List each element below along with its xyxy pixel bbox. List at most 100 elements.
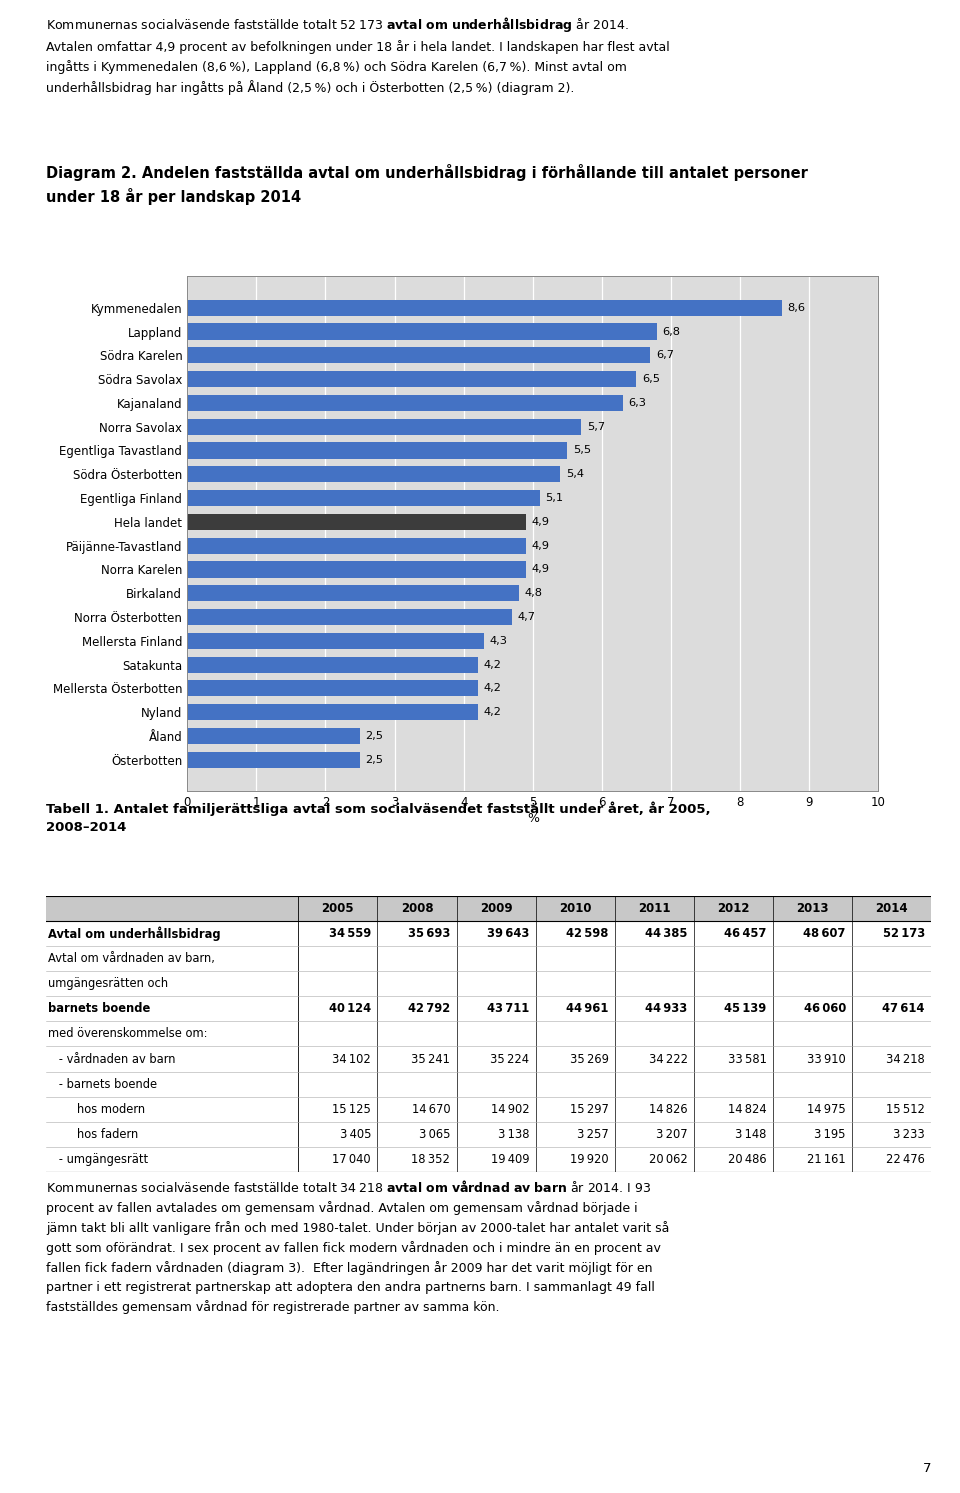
Text: 44 961: 44 961 bbox=[566, 1002, 609, 1015]
Text: - barnets boende: - barnets boende bbox=[48, 1078, 157, 1090]
Text: 3 233: 3 233 bbox=[893, 1127, 924, 1141]
Text: 34 559: 34 559 bbox=[329, 927, 372, 941]
Text: 18 352: 18 352 bbox=[411, 1153, 450, 1166]
Bar bbox=[187, 300, 781, 317]
Bar bbox=[187, 657, 477, 673]
Text: Avtal om underhållsbidrag: Avtal om underhållsbidrag bbox=[48, 926, 221, 941]
Bar bbox=[187, 681, 477, 697]
Text: 6,5: 6,5 bbox=[642, 375, 660, 384]
Text: 2008: 2008 bbox=[400, 902, 433, 915]
Text: 21 161: 21 161 bbox=[807, 1153, 846, 1166]
Text: 4,9: 4,9 bbox=[532, 564, 549, 575]
Text: Kommunernas socialväsende fastställde totalt 34 218 $\bf{avtal\ om\ vårdnad\ av\: Kommunernas socialväsende fastställde to… bbox=[46, 1179, 669, 1314]
Text: hos modern: hos modern bbox=[48, 1103, 145, 1115]
Text: 35 224: 35 224 bbox=[491, 1053, 529, 1066]
Text: Tabell 1. Antalet familjerättsliga avtal som socialväsendet fastställt under åre: Tabell 1. Antalet familjerättsliga avtal… bbox=[46, 802, 710, 833]
Bar bbox=[187, 514, 526, 530]
Text: med överenskommelse om:: med överenskommelse om: bbox=[48, 1027, 207, 1041]
Text: 3 405: 3 405 bbox=[340, 1127, 372, 1141]
Text: Diagram 2. Andelen fastställda avtal om underhållsbidrag i förhållande till anta: Diagram 2. Andelen fastställda avtal om … bbox=[46, 164, 808, 205]
Text: 34 102: 34 102 bbox=[332, 1053, 372, 1066]
Text: 35 269: 35 269 bbox=[569, 1053, 609, 1066]
Text: 5,4: 5,4 bbox=[566, 469, 584, 479]
Text: 4,2: 4,2 bbox=[483, 660, 501, 670]
Text: 40 124: 40 124 bbox=[329, 1002, 372, 1015]
Text: 4,7: 4,7 bbox=[517, 612, 536, 623]
Text: 48 607: 48 607 bbox=[804, 927, 846, 941]
Text: 4,9: 4,9 bbox=[532, 540, 549, 551]
Text: - umgängesrätt: - umgängesrätt bbox=[48, 1153, 148, 1166]
Text: 44 933: 44 933 bbox=[645, 1002, 687, 1015]
Text: 2013: 2013 bbox=[796, 902, 828, 915]
Text: 4,2: 4,2 bbox=[483, 708, 501, 717]
Text: 14 975: 14 975 bbox=[807, 1103, 846, 1115]
Text: 42 598: 42 598 bbox=[566, 927, 609, 941]
Bar bbox=[187, 394, 623, 411]
Text: 4,8: 4,8 bbox=[524, 588, 542, 599]
Text: 4,3: 4,3 bbox=[490, 636, 508, 646]
Text: 14 670: 14 670 bbox=[412, 1103, 450, 1115]
Text: 20 486: 20 486 bbox=[728, 1153, 767, 1166]
Text: 34 222: 34 222 bbox=[649, 1053, 687, 1066]
Text: 15 125: 15 125 bbox=[332, 1103, 372, 1115]
Text: 33 581: 33 581 bbox=[728, 1053, 767, 1066]
Text: 45 139: 45 139 bbox=[725, 1002, 767, 1015]
Bar bbox=[187, 561, 526, 578]
Text: 8,6: 8,6 bbox=[787, 303, 805, 312]
Bar bbox=[187, 490, 540, 506]
Text: 4,9: 4,9 bbox=[532, 517, 549, 527]
Bar bbox=[187, 466, 561, 482]
Bar bbox=[187, 537, 526, 554]
Text: 20 062: 20 062 bbox=[649, 1153, 687, 1166]
Text: 6,8: 6,8 bbox=[662, 327, 681, 336]
Text: 2011: 2011 bbox=[638, 902, 671, 915]
Text: 3 257: 3 257 bbox=[577, 1127, 609, 1141]
Text: Avtal om vårdnaden av barn,: Avtal om vårdnaden av barn, bbox=[48, 953, 215, 964]
Text: 2012: 2012 bbox=[717, 902, 750, 915]
Text: 14 824: 14 824 bbox=[728, 1103, 767, 1115]
Text: 2014: 2014 bbox=[876, 902, 908, 915]
Text: barnets boende: barnets boende bbox=[48, 1002, 150, 1015]
Text: 3 148: 3 148 bbox=[735, 1127, 767, 1141]
Text: 2,5: 2,5 bbox=[366, 732, 384, 741]
Text: 42 792: 42 792 bbox=[408, 1002, 450, 1015]
Bar bbox=[187, 609, 512, 626]
Bar bbox=[187, 348, 650, 363]
Bar bbox=[187, 751, 360, 767]
Text: 2010: 2010 bbox=[559, 902, 591, 915]
Bar bbox=[187, 729, 360, 744]
Text: Kommunernas socialväsende fastställde totalt 52 173 $\bf{avtal\ om\ underhållsbi: Kommunernas socialväsende fastställde to… bbox=[46, 15, 670, 96]
Text: 14 902: 14 902 bbox=[491, 1103, 529, 1115]
Text: 15 297: 15 297 bbox=[569, 1103, 609, 1115]
Text: 52 173: 52 173 bbox=[882, 927, 924, 941]
Text: 3 138: 3 138 bbox=[498, 1127, 529, 1141]
Text: 34 218: 34 218 bbox=[886, 1053, 924, 1066]
Bar bbox=[187, 418, 581, 434]
Text: 35 241: 35 241 bbox=[411, 1053, 450, 1066]
Text: 14 826: 14 826 bbox=[649, 1103, 687, 1115]
Text: 2009: 2009 bbox=[480, 902, 513, 915]
Text: 2005: 2005 bbox=[322, 902, 354, 915]
Text: 7: 7 bbox=[923, 1462, 931, 1475]
Text: 15 512: 15 512 bbox=[886, 1103, 924, 1115]
X-axis label: %: % bbox=[527, 812, 539, 826]
Text: 3 195: 3 195 bbox=[814, 1127, 846, 1141]
Bar bbox=[187, 370, 636, 387]
Bar bbox=[187, 324, 658, 339]
Text: 44 385: 44 385 bbox=[645, 927, 687, 941]
Text: 46 457: 46 457 bbox=[724, 927, 767, 941]
Text: 19 920: 19 920 bbox=[570, 1153, 609, 1166]
Text: 43 711: 43 711 bbox=[487, 1002, 529, 1015]
Text: 5,1: 5,1 bbox=[545, 493, 564, 503]
Text: - vårdnaden av barn: - vårdnaden av barn bbox=[48, 1053, 176, 1066]
Text: hos fadern: hos fadern bbox=[48, 1127, 138, 1141]
Bar bbox=[187, 585, 519, 602]
Text: 47 614: 47 614 bbox=[882, 1002, 924, 1015]
Text: 22 476: 22 476 bbox=[886, 1153, 924, 1166]
Text: 3 207: 3 207 bbox=[656, 1127, 687, 1141]
Text: 46 060: 46 060 bbox=[804, 1002, 846, 1015]
Bar bbox=[187, 705, 477, 720]
Text: 17 040: 17 040 bbox=[332, 1153, 372, 1166]
Bar bbox=[187, 633, 485, 649]
Text: 6,7: 6,7 bbox=[656, 351, 674, 360]
